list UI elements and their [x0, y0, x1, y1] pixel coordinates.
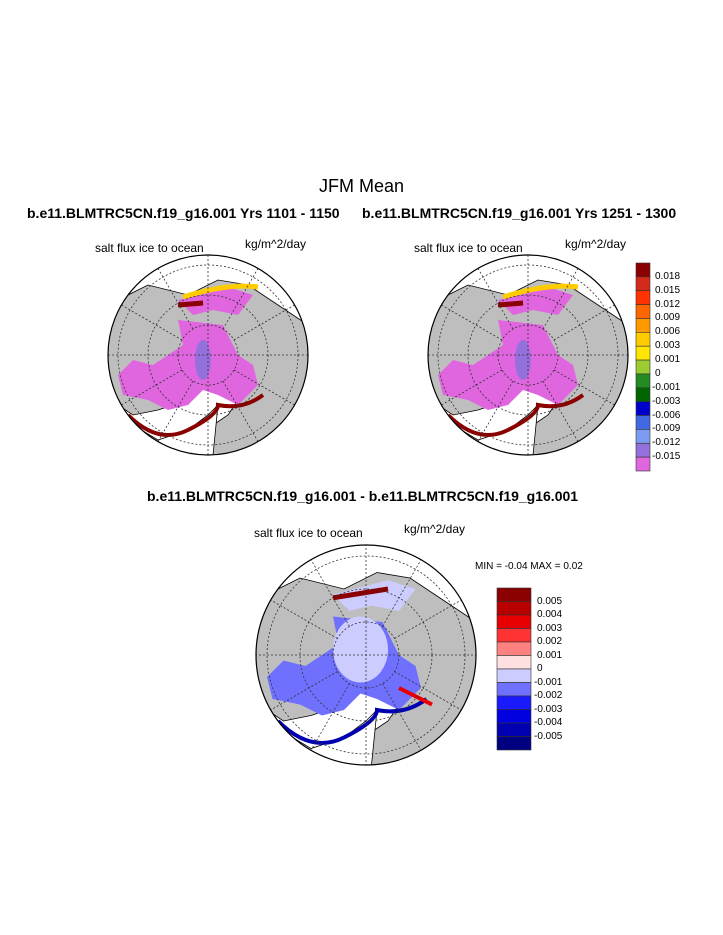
pacific-ice-flux-region	[178, 287, 253, 315]
pacific-ice-edge-flux	[182, 283, 259, 300]
diff-pacific-region	[333, 580, 416, 611]
colorbar-diff-box	[496, 601, 532, 616]
colorbar-top-box	[635, 456, 651, 472]
colorbar-diff-tick-label: -0.004	[534, 717, 563, 728]
colorbar-diff-box	[496, 628, 532, 643]
colorbar-top-tick-label: 0.018	[655, 270, 681, 282]
colorbar-diff-tick-label: 0.001	[537, 649, 563, 661]
panel2-units-label: kg/m^2/day	[565, 237, 626, 251]
colorbar-diff-tick-label: -0.001	[534, 676, 563, 688]
ice-flux-region	[438, 320, 578, 410]
longitude-line	[270, 599, 338, 639]
colorbar-top-box	[635, 345, 651, 361]
colorbar-top-box	[635, 401, 651, 416]
colorbar-diff-tick-label: 0	[537, 663, 543, 674]
pacific-ice-edge-flux	[502, 283, 579, 300]
longitude-line	[270, 671, 338, 711]
colorbar-diff-tick-label: 0.002	[537, 636, 563, 647]
colorbar-top-box	[635, 373, 651, 389]
colorbar-top-box	[635, 415, 651, 430]
ice-flux-low-region	[195, 340, 211, 380]
colorbar-top-box	[635, 387, 651, 402]
colorbar-top-box	[635, 318, 651, 333]
map-panel-2	[427, 254, 629, 456]
colorbar-diff-box	[496, 614, 532, 629]
map-boundary	[427, 254, 629, 456]
ice-flux-region	[118, 320, 258, 410]
colorbar-diff-box	[496, 736, 532, 751]
colorbar-top-box	[635, 304, 651, 319]
map-diff-panel	[255, 544, 477, 766]
panel1-units-label: kg/m^2/day	[245, 237, 306, 251]
colorbar-top-tick-label: -0.012	[652, 437, 681, 449]
colorbar-top-box	[635, 332, 651, 347]
longitude-line	[382, 683, 422, 751]
ice-flux-low-region	[515, 340, 531, 380]
map-boundary	[255, 544, 477, 766]
colorbar-top-box	[635, 359, 651, 375]
longitude-line	[310, 683, 350, 751]
colorbar-diff-box	[496, 709, 532, 724]
colorbar-top-tick-label: -0.001	[652, 381, 681, 393]
diff-units-label: kg/m^2/day	[404, 522, 465, 536]
colorbar-diff-tick-label: 0.003	[537, 622, 563, 634]
longitude-line	[394, 671, 462, 711]
pacific-ice-flux-region	[498, 287, 573, 315]
colorbar-top-tick-label: -0.009	[652, 423, 681, 435]
colorbar-top-tick-label: 0.009	[655, 312, 681, 324]
colorbar-top-box	[635, 262, 651, 278]
colorbar-diff-tick-label: -0.002	[534, 690, 563, 701]
diff-panel-title: b.e11.BLMTRC5CN.f19_g16.001 - b.e11.BLMT…	[147, 488, 579, 504]
colorbar-top-tick-label: -0.006	[652, 409, 681, 421]
bering-positive-flux	[497, 300, 524, 308]
colorbar-diff-box	[496, 668, 532, 683]
colorbar-top-box	[635, 429, 651, 444]
colorbar-diff-tick-label: 0.004	[537, 609, 563, 620]
longitude-line	[310, 559, 350, 627]
longitude-line	[382, 559, 422, 627]
colorbar-diff-box	[496, 722, 532, 737]
longitude-line	[394, 599, 462, 639]
bering-positive-flux	[177, 300, 204, 308]
diff-bering-positive	[332, 586, 389, 601]
colorbar-top-tick-label: 0.006	[655, 326, 681, 338]
colorbar-diff-tick-label: -0.003	[534, 703, 563, 715]
colorbar-diff-box	[496, 695, 532, 710]
colorbar-diff-box	[496, 682, 532, 697]
colorbar-diff-tick-label: -0.005	[534, 730, 563, 742]
colorbar-diff-box	[496, 587, 532, 602]
map-panel-1	[107, 254, 309, 456]
colorbar-top-box	[635, 290, 651, 305]
colorbar-top-box	[635, 276, 651, 292]
diff-variable-label: salt flux ice to ocean	[254, 526, 363, 540]
colorbar-top-tick-label: -0.003	[652, 395, 681, 407]
diff-weak-negative-region	[333, 616, 388, 683]
colorbar-top-tick-label: 0.001	[655, 354, 681, 366]
panel2-variable-label: salt flux ice to ocean	[414, 241, 523, 255]
colorbar-top-tick-label: 0.015	[655, 284, 681, 296]
colorbar-top-tick-label: -0.015	[652, 451, 681, 463]
colorbar-top-tick-label: 0	[655, 367, 661, 379]
figure-title: JFM Mean	[318, 176, 405, 196]
colorbar-diff-tick-label: 0.005	[537, 595, 563, 607]
panel2-title: b.e11.BLMTRC5CN.f19_g16.001 Yrs 1251 - 1…	[362, 205, 677, 221]
colorbar-top-tick-label: 0.003	[655, 340, 681, 352]
panel1-variable-label: salt flux ice to ocean	[95, 241, 204, 255]
colorbar-top-tick-label: 0.012	[655, 298, 681, 310]
colorbar-diff-box	[496, 641, 532, 656]
panel1-title: b.e11.BLMTRC5CN.f19_g16.001 Yrs 1101 - 1…	[27, 205, 340, 221]
colorbar-diff-box	[496, 655, 532, 670]
diff-minmax-label: MIN = -0.04 MAX = 0.02	[475, 561, 583, 572]
diff-barents-positive	[398, 686, 433, 707]
colorbar-top-box	[635, 442, 651, 458]
map-boundary	[107, 254, 309, 456]
